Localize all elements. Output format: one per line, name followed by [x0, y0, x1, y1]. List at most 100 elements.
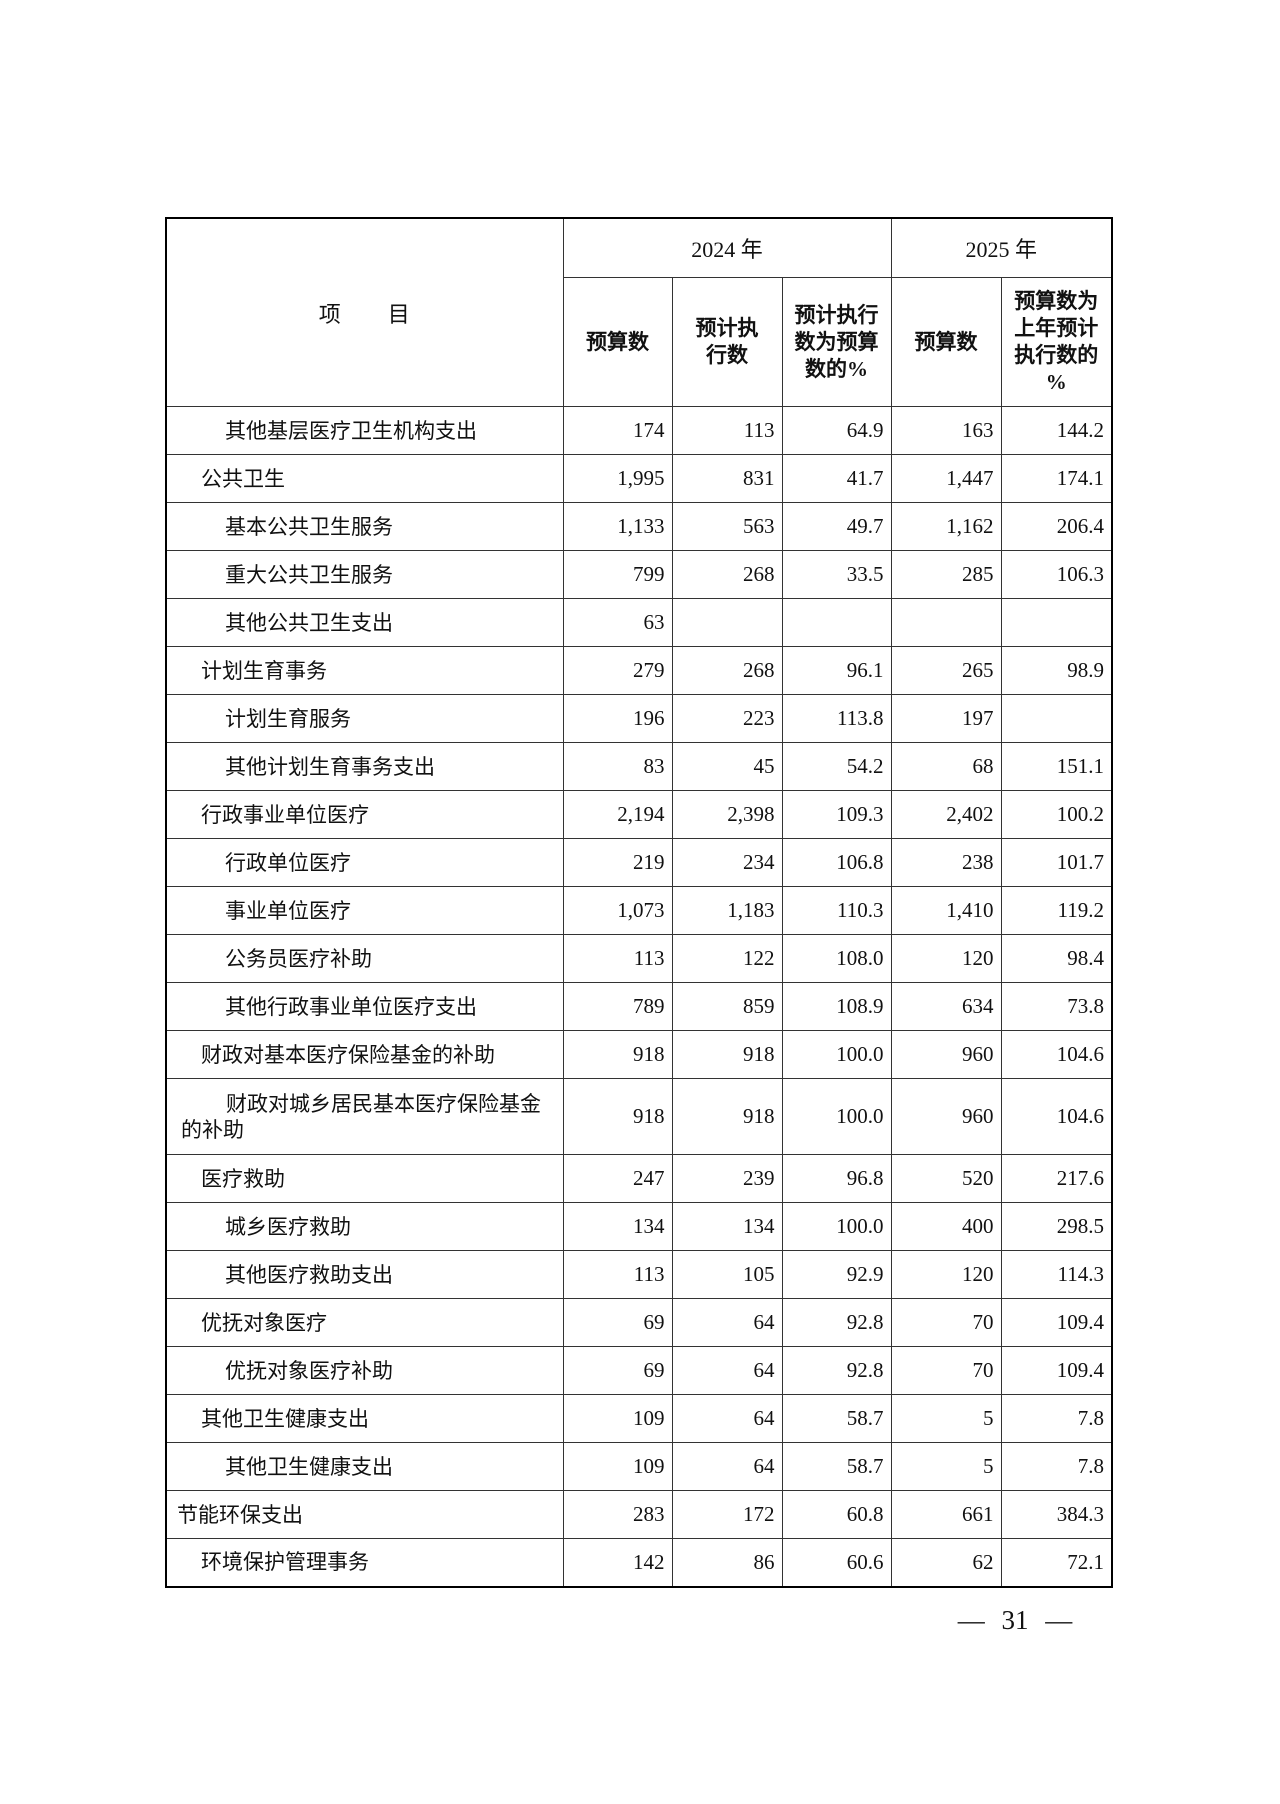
table-row: 计划生育服务 196 223 113.8 197 [165, 694, 1113, 743]
item-cell: 其他计划生育事务支出 [165, 742, 564, 791]
table-row: 其他计划生育事务支出 83 45 54.2 68 151.1 [165, 742, 1113, 791]
value-cell: 831 [671, 454, 783, 503]
col-header-2025-budget-pct: 预算数为 上年预计 执行数的 % [1000, 277, 1113, 407]
value-cell: 62 [890, 1538, 1002, 1587]
value-cell: 64 [671, 1394, 783, 1443]
value-cell: 918 [562, 1030, 673, 1079]
value-cell: 1,162 [890, 502, 1002, 551]
value-cell: 520 [890, 1154, 1002, 1203]
item-cell: 行政单位医疗 [165, 838, 564, 887]
value-cell: 92.8 [781, 1346, 892, 1395]
value-cell: 238 [890, 838, 1002, 887]
value-cell: 100.0 [781, 1202, 892, 1251]
value-cell: 7.8 [1000, 1394, 1113, 1443]
item-cell: 其他公共卫生支出 [165, 598, 564, 647]
item-cell: 其他卫生健康支出 [165, 1394, 564, 1443]
table-row: 财政对基本医疗保险基金的补助 918 918 100.0 960 104.6 [165, 1030, 1113, 1079]
value-cell: 163 [890, 406, 1002, 455]
value-cell: 265 [890, 646, 1002, 695]
value-cell: 64 [671, 1346, 783, 1395]
value-cell: 100.2 [1000, 790, 1113, 839]
item-cell: 医疗救助 [165, 1154, 564, 1203]
table-row: 行政事业单位医疗 2,194 2,398 109.3 2,402 100.2 [165, 790, 1113, 839]
value-cell: 142 [562, 1538, 673, 1587]
item-cell: 其他行政事业单位医疗支出 [165, 982, 564, 1031]
value-cell: 45 [671, 742, 783, 791]
value-cell: 113 [671, 406, 783, 455]
col-header-2024-budget: 预算数 [562, 277, 673, 407]
value-cell: 283 [562, 1490, 673, 1539]
value-cell: 106.8 [781, 838, 892, 887]
value-cell: 41.7 [781, 454, 892, 503]
item-cell: 重大公共卫生服务 [165, 550, 564, 599]
table-row: 事业单位医疗 1,073 1,183 110.3 1,410 119.2 [165, 886, 1113, 935]
value-cell: 384.3 [1000, 1490, 1113, 1539]
item-cell: 基本公共卫生服务 [165, 502, 564, 551]
value-cell [1000, 598, 1113, 647]
value-cell: 120 [890, 1250, 1002, 1299]
value-cell: 70 [890, 1298, 1002, 1347]
value-cell: 1,410 [890, 886, 1002, 935]
value-cell: 400 [890, 1202, 1002, 1251]
value-cell: 33.5 [781, 550, 892, 599]
value-cell: 68 [890, 742, 1002, 791]
value-cell: 69 [562, 1346, 673, 1395]
value-cell: 1,133 [562, 502, 673, 551]
value-cell: 918 [671, 1030, 783, 1079]
value-cell: 268 [671, 646, 783, 695]
table-row: 节能环保支出 283 172 60.8 661 384.3 [165, 1490, 1113, 1539]
value-cell [671, 598, 783, 647]
table-row: 其他行政事业单位医疗支出 789 859 108.9 634 73.8 [165, 982, 1113, 1031]
value-cell: 918 [562, 1078, 673, 1155]
year-header-row: 项 目 2024 年 2025 年 [165, 217, 1113, 407]
value-cell: 113 [562, 1250, 673, 1299]
table-row: 优抚对象医疗补助 69 64 92.8 70 109.4 [165, 1346, 1113, 1395]
table-row: 计划生育事务 279 268 96.1 265 98.9 [165, 646, 1113, 695]
value-cell: 58.7 [781, 1394, 892, 1443]
value-cell: 174.1 [1000, 454, 1113, 503]
table-body: 其他基层医疗卫生机构支出 174 113 64.9 163 144.2 公共卫生 1,995 8… [165, 406, 1113, 1587]
value-cell: 789 [562, 982, 673, 1031]
table-row: 优抚对象医疗 69 64 92.8 70 109.4 [165, 1298, 1113, 1347]
value-cell: 109 [562, 1442, 673, 1491]
value-cell: 73.8 [1000, 982, 1113, 1031]
value-cell: 859 [671, 982, 783, 1031]
value-cell: 634 [890, 982, 1002, 1031]
value-cell: 96.1 [781, 646, 892, 695]
table-row: 其他医疗救助支出 113 105 92.9 120 114.3 [165, 1250, 1113, 1299]
value-cell: 239 [671, 1154, 783, 1203]
item-cell: 环境保护管理事务 [165, 1538, 564, 1587]
col-header-2024-exec-pct: 预计执行 数为预算 数的% [781, 277, 892, 407]
value-cell: 134 [671, 1202, 783, 1251]
value-cell: 196 [562, 694, 673, 743]
table-row: 环境保护管理事务 142 86 60.6 62 72.1 [165, 1538, 1113, 1587]
value-cell: 109.4 [1000, 1346, 1113, 1395]
item-cell: 优抚对象医疗补助 [165, 1346, 564, 1395]
item-cell: 计划生育服务 [165, 694, 564, 743]
table-row: 其他基层医疗卫生机构支出 174 113 64.9 163 144.2 [165, 406, 1113, 455]
value-cell: 64 [671, 1442, 783, 1491]
value-cell: 206.4 [1000, 502, 1113, 551]
item-cell: 财政对城乡居民基本医疗保险基金的补助 [165, 1078, 564, 1155]
value-cell: 134 [562, 1202, 673, 1251]
sub-header-row: 预算数 预计执 行数 预计执行 数为预算 数的% 预算数 预算数为 上年预计 执… [166, 277, 1113, 407]
value-cell: 86 [671, 1538, 783, 1587]
value-cell: 5 [890, 1394, 1002, 1443]
value-cell: 114.3 [1000, 1250, 1113, 1299]
value-cell: 113 [562, 934, 673, 983]
value-cell: 563 [671, 502, 783, 551]
value-cell: 101.7 [1000, 838, 1113, 887]
value-cell: 285 [890, 550, 1002, 599]
value-cell: 120 [890, 934, 1002, 983]
value-cell: 60.8 [781, 1490, 892, 1539]
table-header: 项 目 2024 年 2025 年 预算数 预计执 行数 预计执行 数为预算 数… [165, 217, 1113, 407]
value-cell: 60.6 [781, 1538, 892, 1587]
table-row: 城乡医疗救助 134 134 100.0 400 298.5 [165, 1202, 1113, 1251]
item-cell: 城乡医疗救助 [165, 1202, 564, 1251]
value-cell: 234 [671, 838, 783, 887]
item-cell: 优抚对象医疗 [165, 1298, 564, 1347]
value-cell: 108.9 [781, 982, 892, 1031]
item-cell: 计划生育事务 [165, 646, 564, 695]
value-cell: 63 [562, 598, 673, 647]
value-cell: 113.8 [781, 694, 892, 743]
